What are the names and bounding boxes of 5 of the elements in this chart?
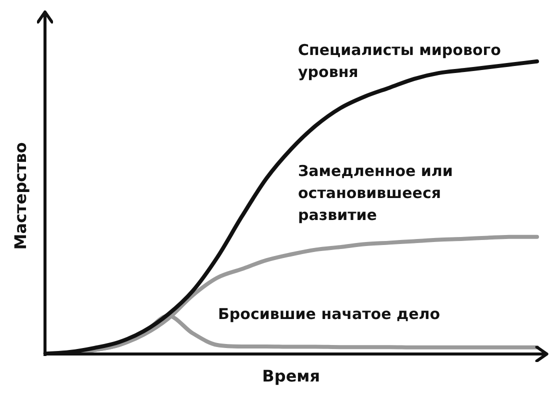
x-axis-title: Время — [262, 366, 320, 386]
series-label: Замедленное или остановившееся развитие — [298, 162, 453, 224]
series-label: Специалисты мирового уровня — [298, 40, 501, 81]
series-label: Бросившие начатое дело — [218, 305, 440, 324]
y-axis-title: Мастерство — [10, 142, 30, 250]
